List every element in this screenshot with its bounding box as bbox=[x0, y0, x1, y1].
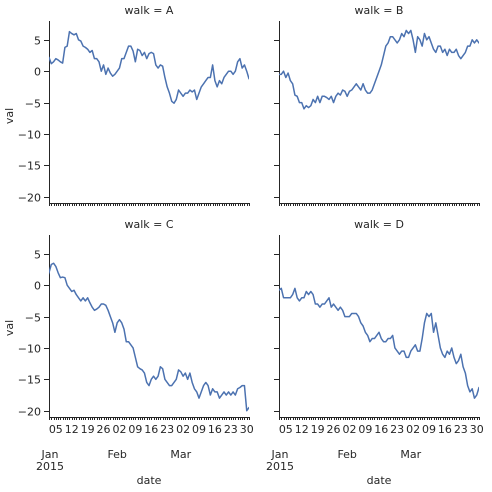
y-tick-label: −10 bbox=[18, 343, 41, 356]
x-tick-label: 23 bbox=[390, 423, 404, 436]
facet-panel-1: walk = A 5 0 −5 −10 −15 −20 bbox=[18, 4, 250, 206]
y-axis-label-bottom: val bbox=[3, 320, 16, 336]
x-tick-label: 02 bbox=[176, 423, 190, 436]
x-tick-label: 12 bbox=[295, 423, 309, 436]
series-line-walkb bbox=[279, 29, 479, 110]
x-tick-label: 23 bbox=[454, 423, 468, 436]
x-tick-label: 19 bbox=[81, 423, 95, 436]
x-tick-label: 05 bbox=[49, 423, 63, 436]
y-tick-label: −10 bbox=[18, 129, 41, 142]
x-month-label: Mar bbox=[170, 448, 191, 461]
y-axis-label-top: val bbox=[3, 108, 16, 124]
y-tick-label: −15 bbox=[18, 374, 41, 387]
facet-title: walk = B bbox=[355, 4, 404, 17]
facet-panel-2: walk = B bbox=[274, 4, 480, 206]
y-tick-label: −15 bbox=[18, 160, 41, 173]
x-month-label: Feb bbox=[107, 448, 126, 461]
x-month-label: Mar bbox=[400, 448, 421, 461]
y-tick-label: −5 bbox=[25, 312, 41, 325]
facet-title: walk = D bbox=[354, 218, 404, 231]
x-month-label: Jan bbox=[41, 448, 59, 461]
y-tick-label: −20 bbox=[18, 192, 41, 205]
x-tick-label: 09 bbox=[192, 423, 206, 436]
facet-panel-4: walk = D05 12 19 26 02 09 16 23 02 09 16 23 30Jan201… bbox=[266, 218, 484, 473]
x-tick-label: 09 bbox=[358, 423, 372, 436]
y-tick-label: 5 bbox=[34, 249, 41, 262]
x-month-label: Jan bbox=[271, 448, 289, 461]
x-tick-label: 23 bbox=[224, 423, 238, 436]
x-tick-label: 09 bbox=[128, 423, 142, 436]
y-tick-label: −20 bbox=[18, 406, 41, 419]
y-tick-label: −5 bbox=[25, 98, 41, 111]
x-tick-label: 26 bbox=[97, 423, 111, 436]
facet-title: walk = A bbox=[125, 4, 174, 17]
x-month-label: Feb bbox=[337, 448, 356, 461]
x-tick-label: 16 bbox=[438, 423, 452, 436]
x-tick-label: 02 bbox=[112, 423, 126, 436]
x-tick-label: 16 bbox=[208, 423, 222, 436]
y-tick-label: 0 bbox=[34, 280, 41, 293]
y-tick-label: 0 bbox=[34, 66, 41, 79]
facet-title: walk = C bbox=[124, 218, 173, 231]
x-tick-label: 09 bbox=[422, 423, 436, 436]
x-tick-label: 26 bbox=[327, 423, 341, 436]
x-tick-label: 30 bbox=[240, 423, 254, 436]
x-tick-label: 19 bbox=[311, 423, 325, 436]
x-tick-label: 02 bbox=[406, 423, 420, 436]
x-tick-label: 02 bbox=[342, 423, 356, 436]
x-tick-label: 16 bbox=[374, 423, 388, 436]
x-year-label: 2015 bbox=[36, 460, 64, 473]
x-tick-label: 30 bbox=[470, 423, 484, 436]
x-axis-label-right: date bbox=[367, 474, 392, 487]
series-line-walkc bbox=[49, 262, 249, 412]
series-line-walkd bbox=[279, 287, 479, 399]
x-tick-label: 16 bbox=[144, 423, 158, 436]
x-year-label: 2015 bbox=[266, 460, 294, 473]
facet-panels: walk = A 5 0 −5 −10 −15 −20 walk = B walk = C 5 0 −… bbox=[18, 4, 484, 473]
x-tick-label: 12 bbox=[65, 423, 79, 436]
y-tick-label: 5 bbox=[34, 35, 41, 48]
series-line-walka bbox=[49, 30, 249, 104]
x-tick-label: 05 bbox=[279, 423, 293, 436]
x-tick-label: 23 bbox=[160, 423, 174, 436]
x-axis-label-left: date bbox=[137, 474, 162, 487]
